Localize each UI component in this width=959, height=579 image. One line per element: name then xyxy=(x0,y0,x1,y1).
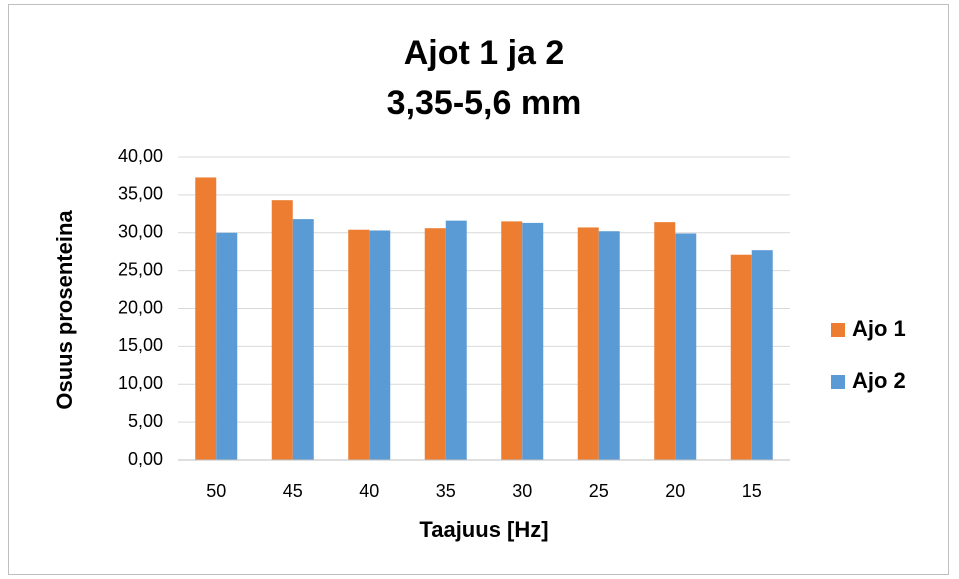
y-tick-label: 20,00 xyxy=(118,297,163,317)
y-axis-title: Osuus prosenteina xyxy=(52,210,77,410)
chart-subtitle: 3,35-5,6 mm xyxy=(387,84,582,122)
y-tick-label: 0,00 xyxy=(128,449,163,469)
x-tick-label: 25 xyxy=(589,481,609,501)
legend-label: Ajo 2 xyxy=(852,368,906,393)
bar xyxy=(369,230,391,460)
bar xyxy=(675,233,697,460)
y-tick-label: 40,00 xyxy=(118,146,163,166)
bar xyxy=(577,227,599,460)
y-tick-label: 25,00 xyxy=(118,259,163,279)
bar xyxy=(271,200,293,461)
bar xyxy=(348,229,370,460)
y-tick-label: 5,00 xyxy=(128,411,163,431)
bar xyxy=(730,254,752,460)
y-tick-label: 15,00 xyxy=(118,335,163,355)
x-tick-label: 15 xyxy=(742,481,762,501)
bar xyxy=(501,221,523,460)
y-tick-label: 10,00 xyxy=(118,373,163,393)
legend-label: Ajo 1 xyxy=(852,316,906,341)
x-tick-label: 35 xyxy=(436,481,456,501)
x-axis-title: Taajuus [Hz] xyxy=(419,517,548,542)
bar xyxy=(445,220,467,460)
bar xyxy=(522,222,544,460)
bar xyxy=(751,250,773,460)
x-tick-label: 20 xyxy=(665,481,685,501)
bar xyxy=(292,219,314,460)
y-tick-label: 35,00 xyxy=(118,184,163,204)
bar xyxy=(424,228,446,460)
bar xyxy=(216,232,238,460)
x-tick-label: 45 xyxy=(283,481,303,501)
y-tick-label: 30,00 xyxy=(118,222,163,242)
bar xyxy=(598,231,620,460)
chart-frame xyxy=(8,4,949,575)
legend-swatch xyxy=(831,375,845,389)
x-tick-label: 50 xyxy=(206,481,226,501)
bar xyxy=(195,177,217,460)
legend-swatch xyxy=(831,323,845,337)
chart-title: Ajot 1 ja 2 xyxy=(404,34,565,72)
x-tick-label: 30 xyxy=(512,481,532,501)
x-tick-label: 40 xyxy=(359,481,379,501)
bar xyxy=(654,222,676,460)
